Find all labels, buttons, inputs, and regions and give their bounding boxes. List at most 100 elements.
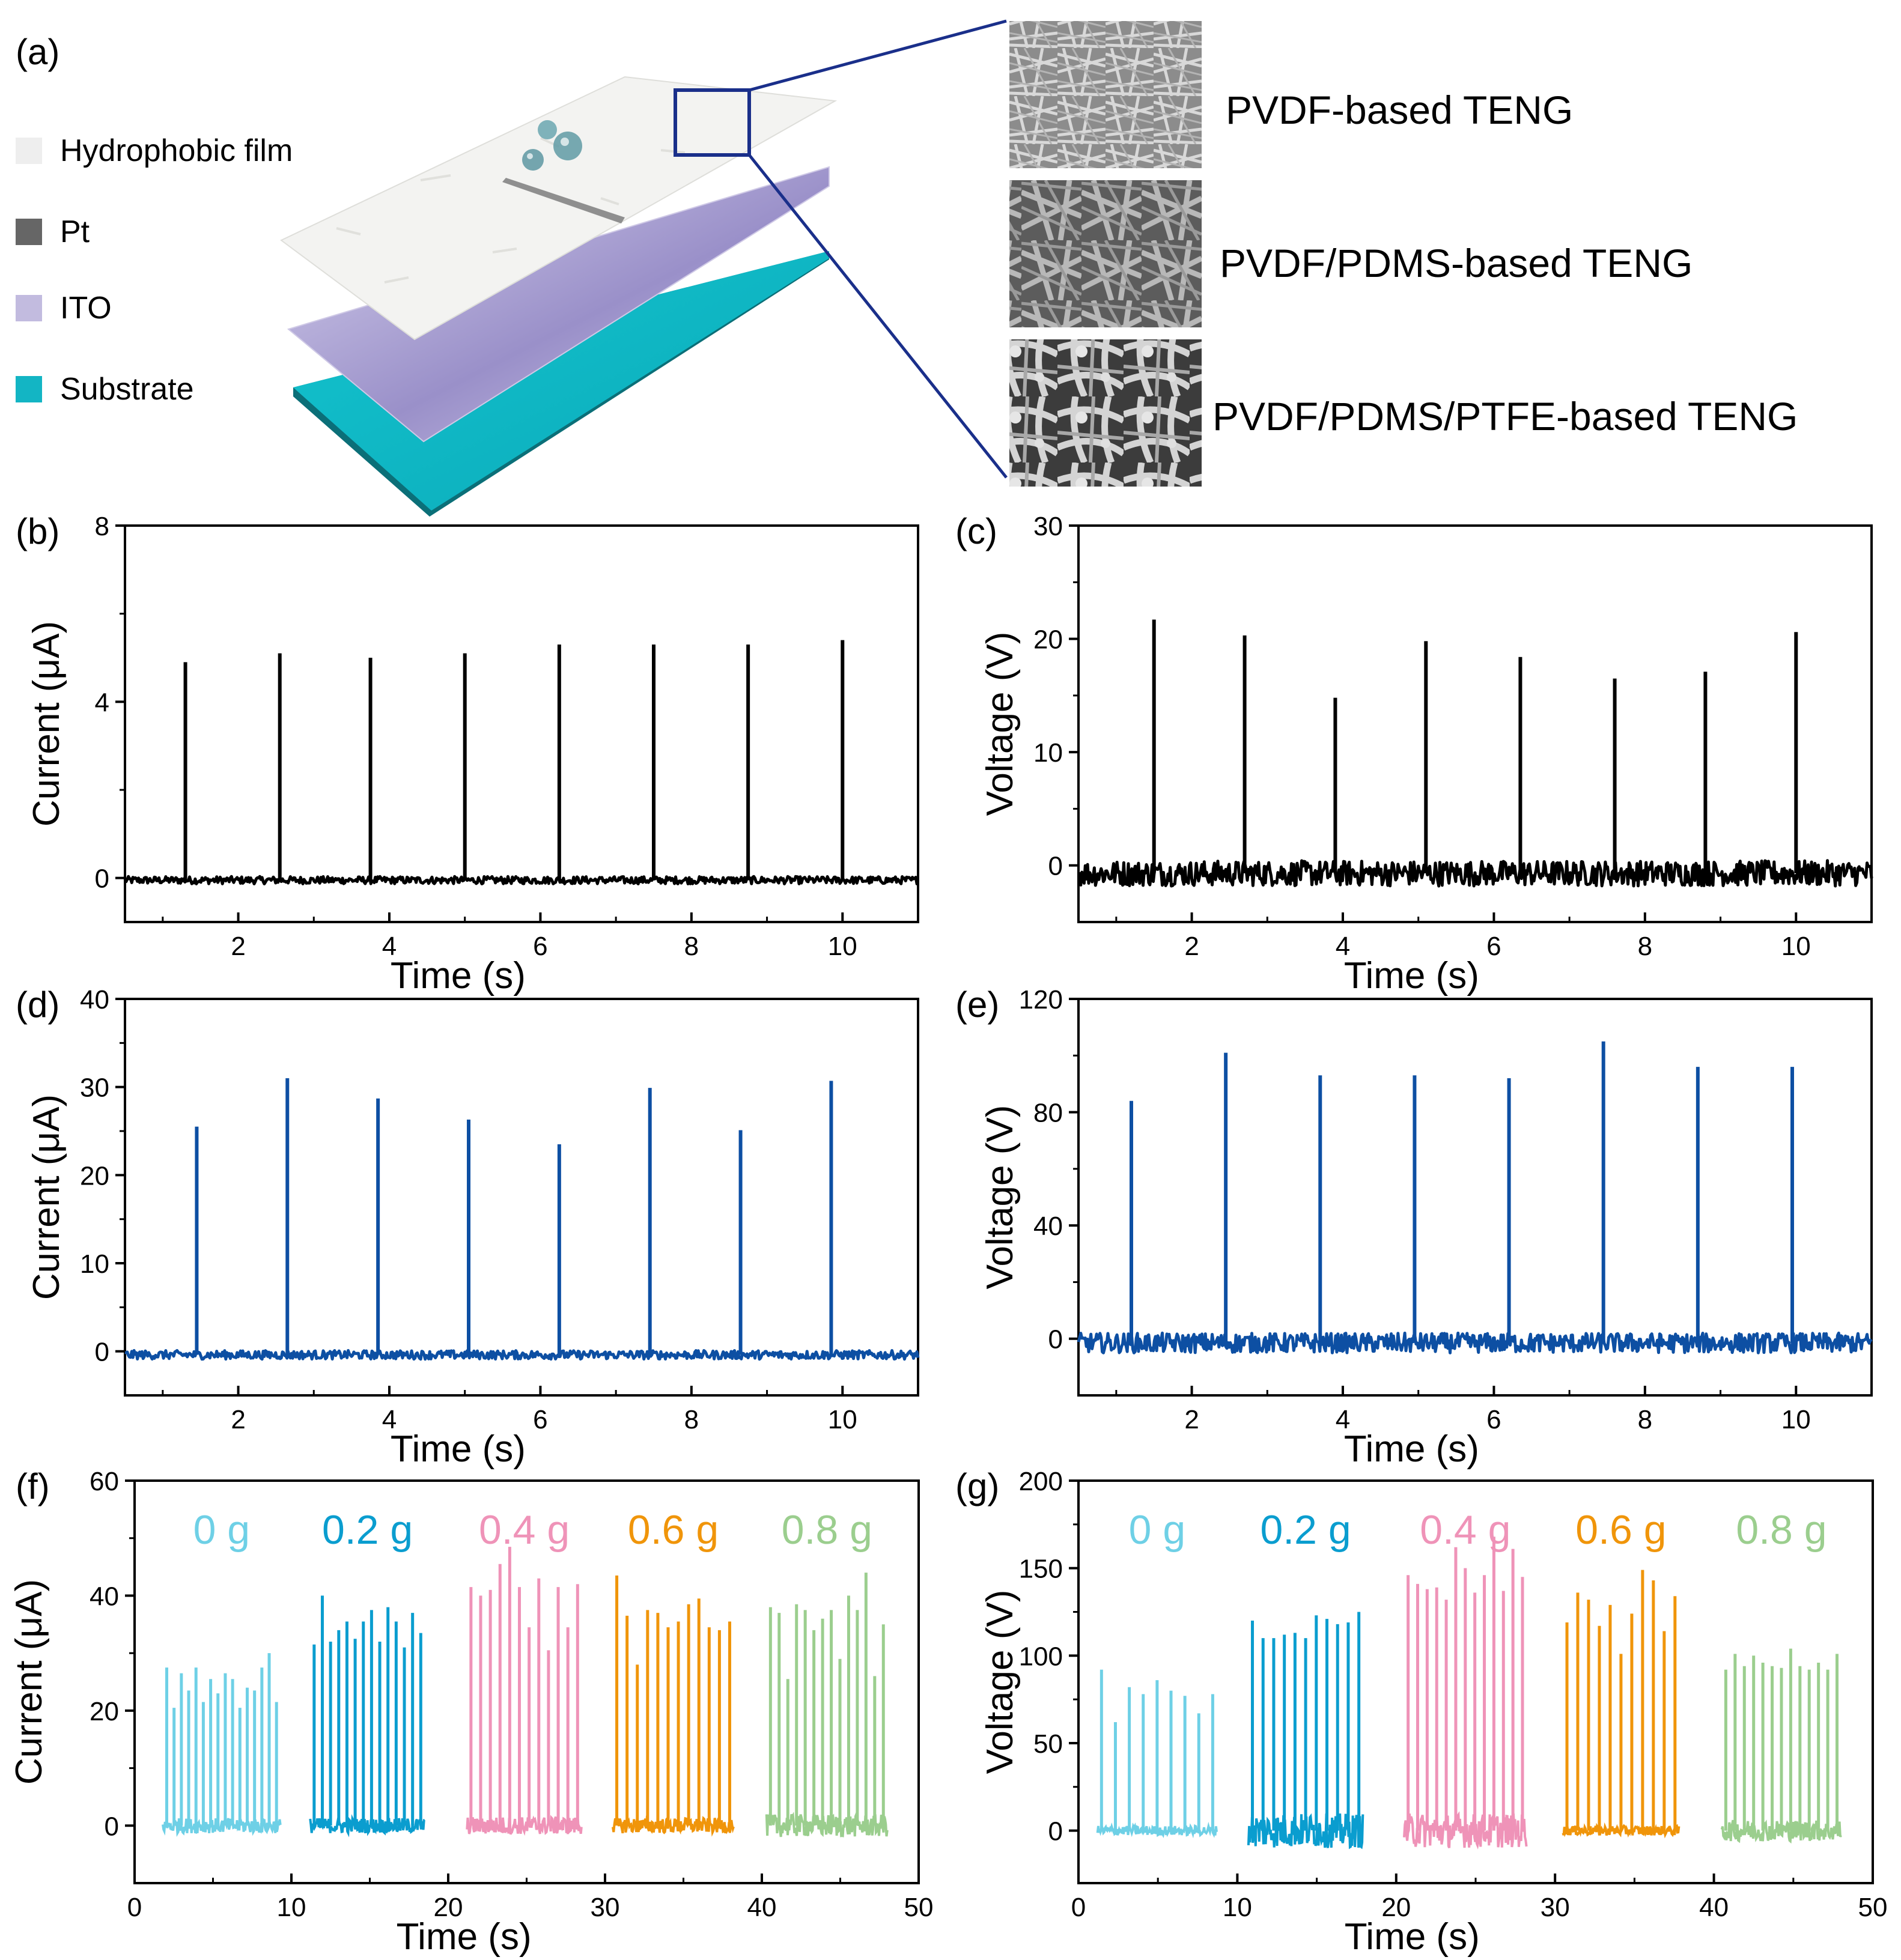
y-tick-label: 0 <box>95 1338 109 1367</box>
legend-label: Pt <box>60 214 90 249</box>
series-0g: 0 g <box>1096 1507 1218 1839</box>
x-tick-label: 8 <box>1638 932 1652 961</box>
y-tick-label: 0 <box>105 1812 119 1841</box>
series-label: 0.8 g <box>782 1507 872 1553</box>
chart-panel-e: (e) 2 4 6 8 10 0 40 80 120 Time (s) Voltage (V) <box>955 985 1873 1470</box>
y-tick-label: 50 <box>1033 1729 1063 1759</box>
series-02g: 0.2 g <box>1247 1507 1364 1849</box>
y-axis-label: Voltage (V) <box>979 1590 1021 1774</box>
x-tick-label: 20 <box>1381 1893 1411 1922</box>
water-droplets <box>522 120 582 171</box>
x-tick-label: 4 <box>382 1405 397 1434</box>
series-label: 0.4 g <box>479 1507 570 1553</box>
legend-item-hydrophobic-film: Hydrophobic film <box>16 133 293 169</box>
y-tick-label: 20 <box>80 1161 109 1191</box>
x-tick-label: 10 <box>1223 1893 1252 1922</box>
x-axis-label: Time (s) <box>1344 955 1479 997</box>
x-tick-label: 6 <box>533 932 547 961</box>
series-04g: 0.4 g <box>1403 1507 1528 1850</box>
y-tick-label: 30 <box>80 1073 109 1103</box>
x-tick-label: 40 <box>747 1893 777 1922</box>
legend-label: Hydrophobic film <box>60 133 293 168</box>
panel-letter-e: (e) <box>955 985 999 1025</box>
sem-image-pvdf-pdms <box>1009 180 1202 327</box>
plot-frame <box>1077 524 1873 923</box>
x-axis-label: Time (s) <box>1344 1428 1479 1470</box>
x-tick-label: 6 <box>533 1405 547 1434</box>
legend-item-ito: ITO <box>16 290 112 326</box>
series-04g: 0.4 g <box>466 1507 583 1836</box>
y-axis-label: Voltage (V) <box>979 1105 1021 1290</box>
x-tick-label: 10 <box>828 932 857 961</box>
x-tick-label: 20 <box>434 1893 463 1922</box>
y-tick-label: 40 <box>1033 1212 1063 1241</box>
x-tick-label: 4 <box>1336 1405 1350 1434</box>
signal-baseline <box>1078 859 1873 888</box>
panel-letter-g: (g) <box>955 1466 999 1506</box>
sem-label-pvdf-pdms: PVDF/PDMS-based TENG <box>1220 241 1693 285</box>
y-tick-label: 8 <box>95 512 109 541</box>
x-tick-label: 0 <box>127 1893 142 1922</box>
chart-panel-d: (d) 2 4 6 8 10 0 10 20 30 40 Time (s) Current (μA) <box>16 985 920 1470</box>
chart-panel-c: (c) 2 4 6 8 10 0 10 20 30 Time (s) Voltage (V) <box>955 511 1873 997</box>
series-baseline <box>765 1810 889 1837</box>
x-tick-label: 2 <box>231 932 245 961</box>
x-axis-label: Time (s) <box>391 955 526 997</box>
legend-label: Substrate <box>60 372 194 407</box>
legend-item-pt: Pt <box>16 214 90 250</box>
ito-layer <box>287 166 830 443</box>
legend-item-substrate: Substrate <box>16 371 194 407</box>
chart-panel-g: (g) 0 10 20 30 40 50 0 50 100 150 200 Time (s) Voltag… <box>955 1466 1887 1958</box>
x-tick-label: 30 <box>1541 1893 1570 1922</box>
y-tick-label: 40 <box>80 985 109 1015</box>
x-tick-label: 2 <box>1184 1405 1199 1434</box>
series-baseline <box>1720 1819 1842 1844</box>
legend-swatch <box>16 219 42 245</box>
series-label: 0.8 g <box>1736 1507 1826 1553</box>
substrate-layer <box>293 251 829 511</box>
x-tick-label: 2 <box>231 1405 245 1434</box>
y-tick-label: 10 <box>80 1249 109 1279</box>
y-tick-label: 60 <box>90 1467 119 1496</box>
x-axis-label: Time (s) <box>391 1428 526 1470</box>
plot-frame <box>124 998 919 1397</box>
panel-letter-b: (b) <box>16 511 59 551</box>
series-baseline <box>162 1816 282 1837</box>
x-tick-label: 8 <box>684 932 699 961</box>
legend-swatch <box>16 138 42 164</box>
y-tick-label: 20 <box>1033 625 1063 655</box>
series-label: 0.2 g <box>1260 1507 1351 1553</box>
zoom-callout <box>674 19 1008 479</box>
chart-panel-b: (b) 2 4 6 8 10 0 4 8 Time (s) Current (μA) <box>16 511 919 997</box>
y-tick-label: 150 <box>1019 1555 1063 1584</box>
y-tick-label: 30 <box>1033 512 1063 541</box>
x-tick-label: 4 <box>1336 932 1350 961</box>
y-axis-label: Current (μA) <box>26 1094 67 1300</box>
y-tick-label: 0 <box>1048 1817 1063 1846</box>
x-tick-label: 6 <box>1486 932 1501 961</box>
y-axis-label: Voltage (V) <box>979 632 1021 816</box>
series-baseline <box>466 1815 583 1836</box>
legend-swatch <box>16 295 42 321</box>
panel-letter-a: (a) <box>16 32 60 72</box>
signal-baseline <box>124 1349 920 1361</box>
chart-panel-f: (f) 0 10 20 30 40 50 0 20 40 60 Time (s) Current (μA… <box>8 1466 933 1958</box>
x-tick-label: 30 <box>591 1893 620 1922</box>
x-tick-label: 40 <box>1699 1893 1729 1922</box>
sem-image-pvdf <box>1009 21 1202 168</box>
series-baseline <box>309 1814 426 1837</box>
x-tick-label: 10 <box>828 1405 857 1434</box>
series-label: 0 g <box>193 1507 251 1553</box>
y-tick-label: 4 <box>95 688 109 717</box>
x-tick-label: 0 <box>1071 1893 1086 1922</box>
x-tick-label: 50 <box>1858 1893 1888 1922</box>
signal-baseline <box>123 875 919 885</box>
series-label: 0.6 g <box>1575 1507 1666 1553</box>
legend-swatch <box>16 376 42 402</box>
series-02g: 0.2 g <box>309 1507 426 1837</box>
series-08g: 0.8 g <box>765 1507 889 1837</box>
panel-letter-f: (f) <box>16 1466 50 1506</box>
sem-label-pvdf: PVDF-based TENG <box>1226 88 1574 132</box>
series-baseline <box>612 1815 735 1837</box>
